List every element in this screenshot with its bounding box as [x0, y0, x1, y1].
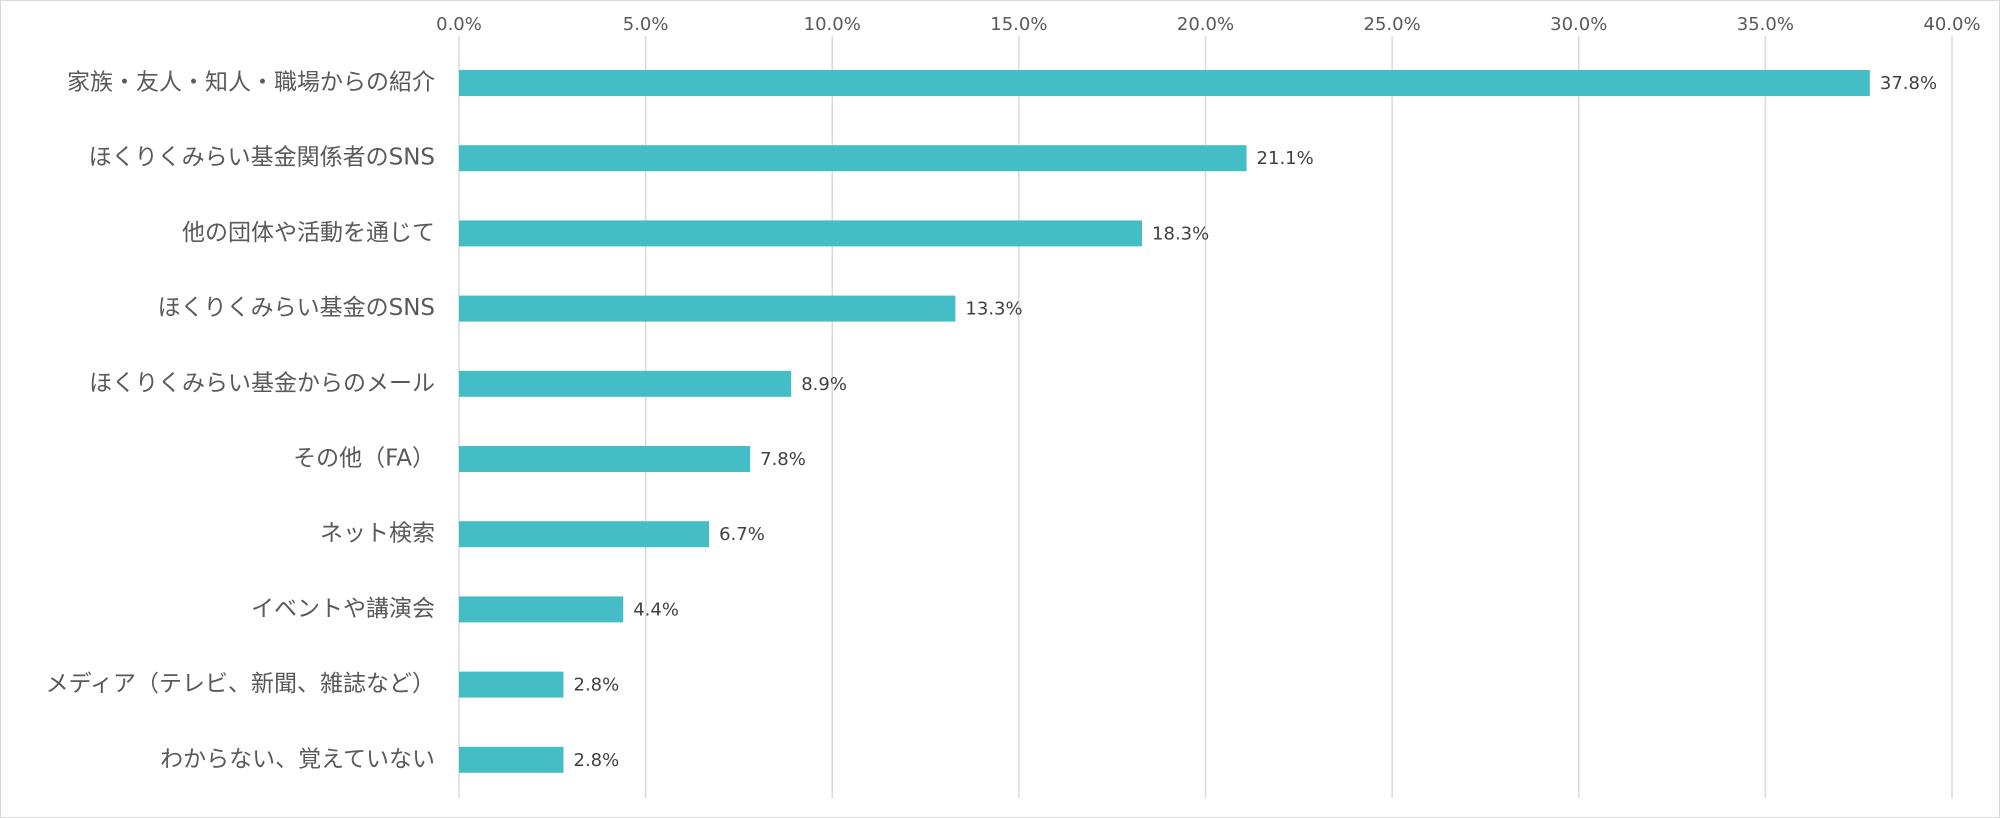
x-tick-label: 10.0%	[804, 14, 861, 35]
category-label: 他の団体や活動を通じて	[182, 220, 435, 246]
bar	[459, 370, 792, 397]
data-label: 18.3%	[1152, 223, 1209, 244]
data-label: 37.8%	[1880, 73, 1937, 94]
category-label: ネット検索	[320, 521, 435, 547]
data-label: 21.1%	[1257, 148, 1314, 169]
x-tick-label: 40.0%	[1923, 14, 1980, 35]
category-label: その他（FA）	[293, 446, 435, 472]
data-label: 6.7%	[719, 524, 765, 545]
data-label: 2.8%	[574, 750, 620, 771]
bars	[459, 70, 1870, 773]
bar	[459, 446, 751, 472]
data-label: 4.4%	[633, 599, 679, 620]
category-label: 家族・友人・知人・職場からの紹介	[67, 70, 435, 96]
category-label: わからない、覚えていない	[160, 746, 435, 772]
category-label: ほくりくみらい基金関係者のSNS	[89, 145, 435, 171]
data-label: 2.8%	[574, 675, 620, 696]
category-label: メディア（テレビ、新聞、雑誌など）	[46, 671, 435, 697]
data-labels: 37.8% 21.1% 18.3% 13.3% 8.9% 7.8% 6.7% 4.4% 2.8%…	[574, 73, 1938, 771]
x-tick-label: 30.0%	[1550, 14, 1607, 35]
data-label: 7.8%	[760, 449, 806, 470]
category-label: ほくりくみらい基金のSNS	[158, 295, 435, 321]
data-label: 13.3%	[965, 299, 1022, 320]
x-axis-tick-labels: 0.0% 5.0% 10.0% 15.0% 20.0% 25.0% 30.0% 35.0% 40…	[436, 14, 1980, 35]
bar	[459, 145, 1247, 172]
category-label: ほくりくみらい基金からのメール	[89, 370, 435, 396]
x-tick-label: 20.0%	[1177, 14, 1234, 35]
bar	[459, 671, 564, 698]
bar	[459, 295, 956, 322]
x-tick-label: 0.0%	[436, 14, 482, 35]
x-tick-label: 15.0%	[990, 14, 1047, 35]
bar	[459, 521, 710, 548]
x-tick-label: 35.0%	[1737, 14, 1794, 35]
x-tick-label: 25.0%	[1364, 14, 1421, 35]
bar	[459, 70, 1870, 96]
category-label: イベントや講演会	[251, 596, 435, 622]
bar	[459, 746, 564, 773]
x-tick-label: 5.0%	[623, 14, 669, 35]
bar	[459, 596, 624, 623]
bar	[459, 220, 1143, 247]
data-label: 8.9%	[801, 374, 847, 395]
